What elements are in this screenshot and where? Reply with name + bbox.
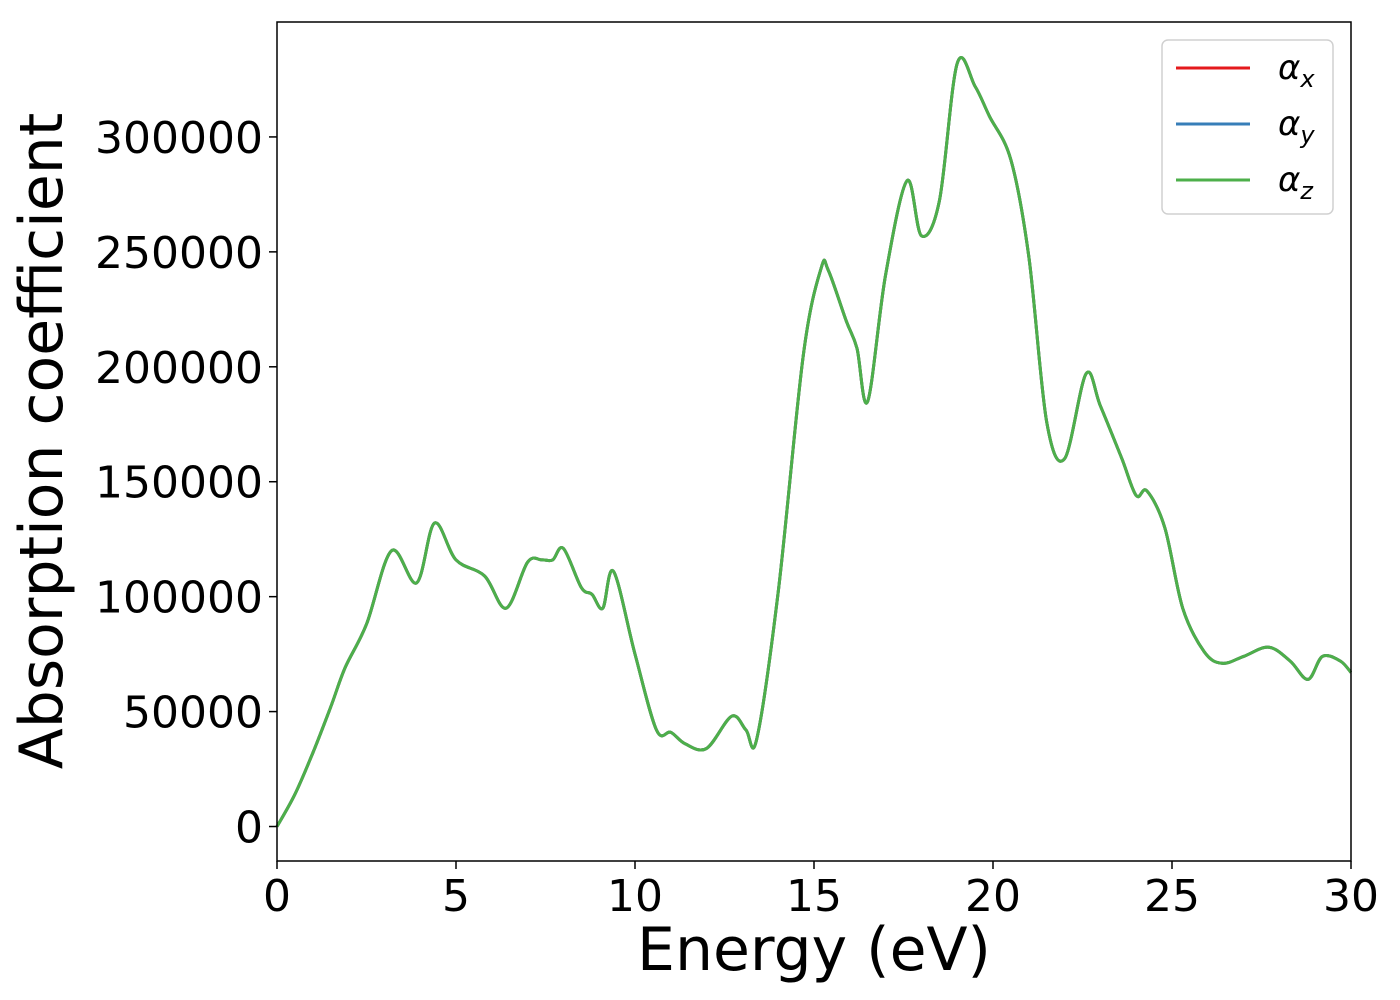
series-lines: [275, 56, 1353, 828]
legend-box: [1161, 39, 1334, 215]
legend-label-z: αz: [1278, 160, 1314, 205]
x-tick-label: 0: [263, 871, 291, 922]
legend-label-x: αx: [1278, 48, 1315, 93]
y-tick-label: 300000: [95, 113, 263, 164]
x-tick-label: 5: [442, 871, 470, 922]
y-axis-title: Absorption coefficient: [7, 113, 77, 770]
x-tick-label: 20: [965, 871, 1021, 922]
y-tick-label: 50000: [123, 688, 263, 739]
y-tick-label: 100000: [95, 573, 263, 624]
x-axis-title: Energy (eV): [637, 915, 991, 985]
legend-label-y: αy: [1278, 104, 1315, 149]
y-tick-label: 150000: [95, 458, 263, 509]
x-tick-label: 25: [1144, 871, 1200, 922]
legend: αx αy αz: [1161, 39, 1334, 215]
x-tick-label: 10: [607, 871, 663, 922]
y-tick-label: 0: [235, 803, 263, 854]
y-tick-label: 200000: [95, 343, 263, 394]
x-axis: 0 5 10 15 20 25 30: [263, 861, 1379, 922]
series-line-z: [275, 56, 1353, 828]
x-tick-label: 15: [786, 871, 842, 922]
y-axis: 0 50000 100000 150000 200000 250000 300000: [95, 113, 277, 854]
y-tick-label: 250000: [95, 228, 263, 279]
x-tick-label: 30: [1323, 871, 1379, 922]
